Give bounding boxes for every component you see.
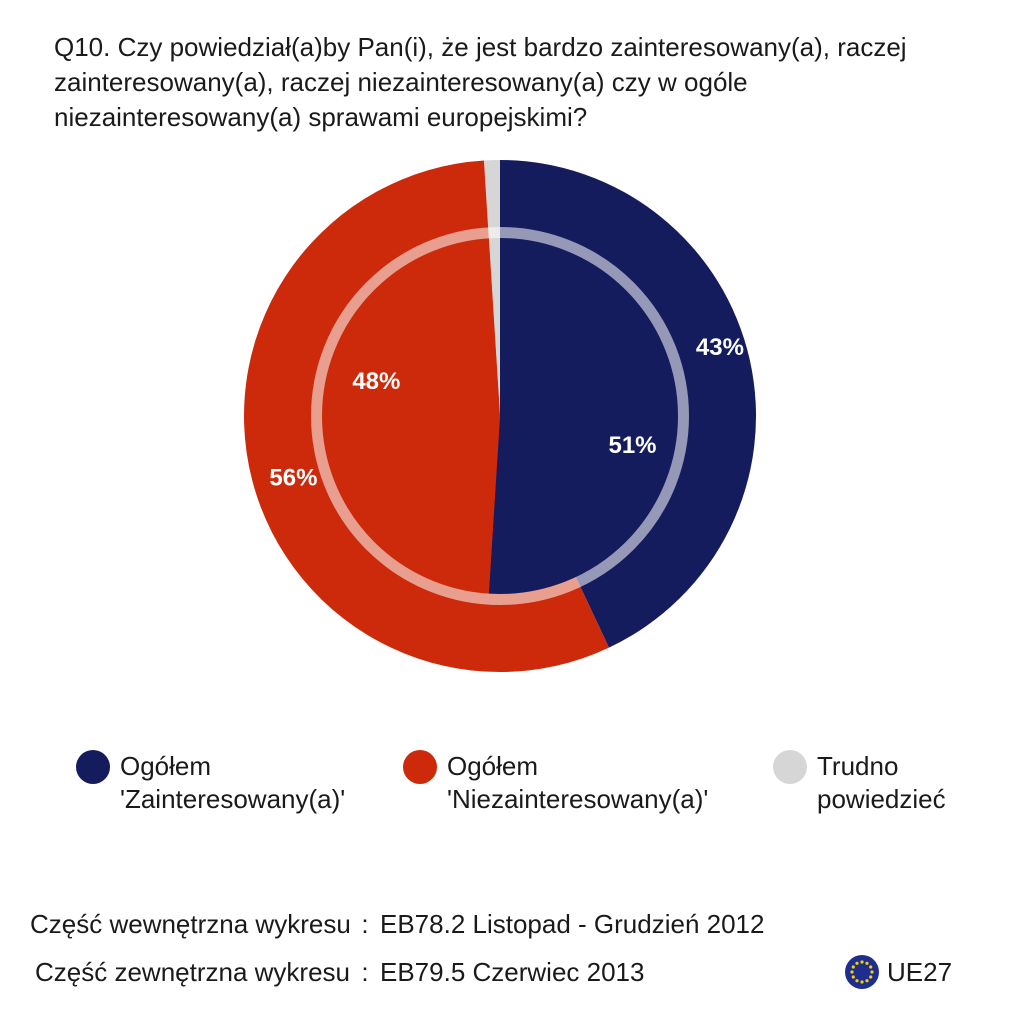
title-line-3: niezainteresowany(a) sprawami europejski… xyxy=(54,102,588,132)
legend-dot-not-interested xyxy=(403,750,437,784)
region-badge: UE27 xyxy=(845,955,952,989)
legend-item-not-interested: Ogółem 'Niezainteresowany(a)' xyxy=(403,750,708,816)
source-separator: : xyxy=(361,957,369,987)
legend-dot-interested xyxy=(76,750,110,784)
source-separator: : xyxy=(361,909,369,939)
inner-slice-1 xyxy=(321,238,500,594)
title-line-2: zainteresowany(a), raczej niezainteresow… xyxy=(54,67,748,97)
source-outer: Część zewnętrzna wykresu: EB79.5 Czerwiec… xyxy=(30,956,644,988)
legend: Ogółem 'Zainteresowany(a)' Ogółem 'Nieza… xyxy=(0,750,1024,830)
badge-label: UE27 xyxy=(887,956,953,987)
inner-label-not-interested: 48% xyxy=(352,368,400,395)
inner-slice-0 xyxy=(488,238,679,594)
inner-ring xyxy=(321,238,679,594)
legend-dot-dont-know xyxy=(773,750,807,784)
source-inner-label: Część wewnętrzna wykresu xyxy=(30,909,351,939)
legend-label-line2: powiedzieć xyxy=(817,784,946,814)
inner-label-interested: 51% xyxy=(608,432,656,459)
legend-label-line1: Ogółem xyxy=(120,751,212,781)
legend-label-line2: 'Zainteresowany(a)' xyxy=(120,784,346,814)
outer-label-not-interested: 56% xyxy=(269,464,317,491)
source-outer-value: EB79.5 Czerwiec 2013 xyxy=(380,957,645,987)
outer-label-interested: 43% xyxy=(696,334,744,361)
legend-label-line1: Ogółem xyxy=(447,751,539,781)
legend-label-line2: 'Niezainteresowany(a)' xyxy=(447,784,709,814)
legend-item-interested: Ogółem 'Zainteresowany(a)' xyxy=(76,750,345,816)
eu-flag-icon xyxy=(845,955,879,989)
legend-label-line1: Trudno xyxy=(817,751,899,781)
inner-slice-2 xyxy=(488,238,500,416)
title-line-1: Q10. Czy powiedział(a)by Pan(i), że jest… xyxy=(54,32,907,62)
inner-ring-border xyxy=(311,227,689,605)
legend-item-dont-know: Trudno powiedzieć xyxy=(773,750,946,816)
chart-title: Q10. Czy powiedział(a)by Pan(i), że jest… xyxy=(54,30,954,135)
source-inner: Część wewnętrzna wykresu: EB78.2 Listopad… xyxy=(30,908,764,940)
source-outer-label: Część zewnętrzna wykresu xyxy=(35,957,350,987)
pie-chart: 43% 56% 51% 48% xyxy=(244,160,756,672)
source-inner-value: EB78.2 Listopad - Grudzień 2012 xyxy=(380,909,765,939)
